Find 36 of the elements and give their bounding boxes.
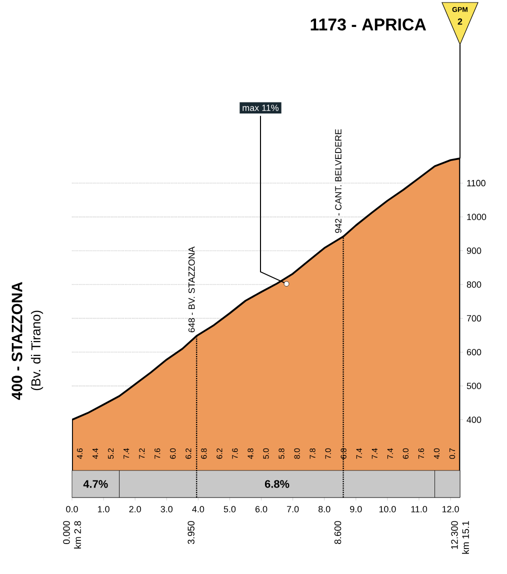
x-tick-label: 11.0 <box>411 506 428 512</box>
y-tick-label: 600 <box>466 348 482 356</box>
x-tick-label: 12.0 <box>442 506 459 512</box>
text: 0.000 <box>63 521 70 544</box>
x-tick-label: 3.0 <box>160 506 173 512</box>
y-tick-label: 700 <box>466 315 482 322</box>
x-tick-label: 9.0 <box>350 506 362 512</box>
x-tick-label: 4.0 <box>192 506 204 512</box>
text: (Bv. di Tirano) <box>30 310 44 390</box>
text: 400 - STAZZONA <box>12 282 22 400</box>
text: 2 <box>458 18 462 25</box>
y-tick-label: 500 <box>466 382 482 390</box>
annotation: 942 - CANT. BELVEDERE <box>335 129 342 233</box>
ref-line-label: 3.950 <box>188 521 194 544</box>
y-tick-label: 400 <box>466 416 482 423</box>
x-tick-label: 5.0 <box>224 506 236 512</box>
band-label: 6.8% <box>264 480 290 488</box>
text: km 2.8 <box>74 521 81 548</box>
annotation: max 11% <box>242 104 279 112</box>
x-tick-label: 6.0 <box>255 506 268 512</box>
text: 12.300 <box>451 521 458 549</box>
x-tick-label: 2.0 <box>129 506 141 512</box>
ref-line-label: 8.600 <box>334 521 342 544</box>
y-tick-label: 800 <box>466 281 482 288</box>
y-tick-label: 1100 <box>467 180 486 186</box>
annotation: 648 - BV. STAZZONA <box>188 246 195 332</box>
y-tick-label: 1000 <box>467 214 486 220</box>
text: km 15.1 <box>462 521 469 554</box>
x-tick-label: 0.0 <box>66 506 78 512</box>
band-label: 4.7% <box>83 480 108 488</box>
x-tick-label: 7.0 <box>287 506 299 512</box>
y-tick-label: 900 <box>466 248 482 254</box>
text: 1173 - APRICA <box>310 18 426 30</box>
x-tick-label: 1.0 <box>98 506 110 512</box>
x-tick-label: 10.0 <box>379 506 396 512</box>
x-tick-label: 8.0 <box>318 506 330 512</box>
